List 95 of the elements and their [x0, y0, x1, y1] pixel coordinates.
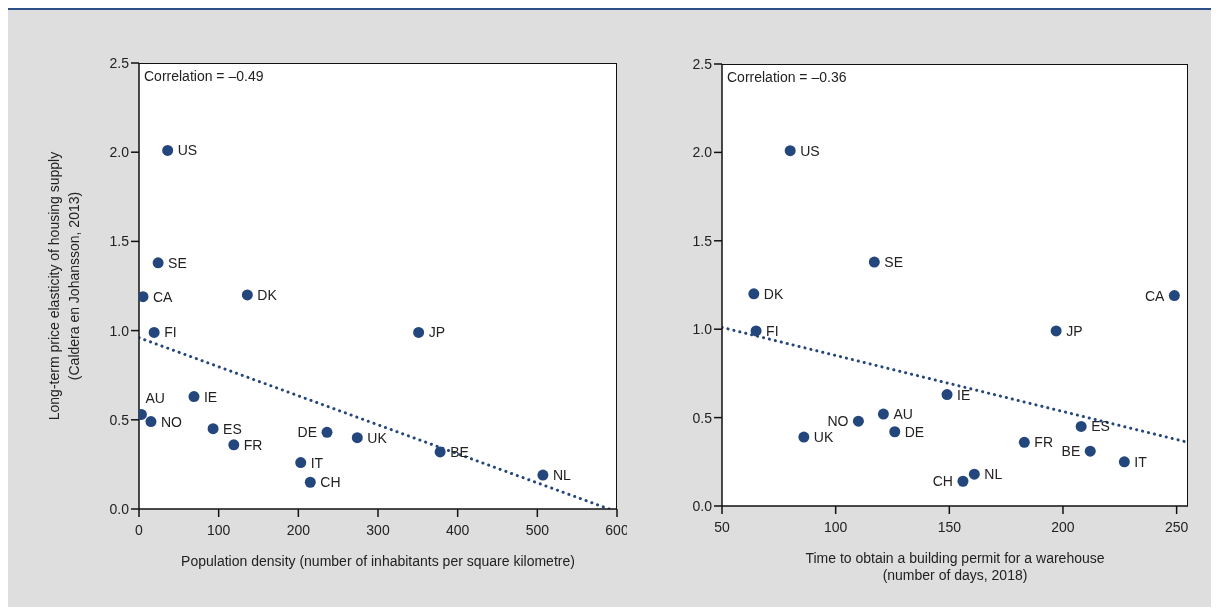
point: [1050, 325, 1062, 337]
point: [152, 257, 164, 269]
annotation: BE: [1061, 443, 1081, 460]
point: [1075, 420, 1087, 432]
point: [968, 468, 980, 480]
point: [868, 256, 880, 268]
annotation: SE: [884, 254, 903, 271]
y-tick-label: 1.0: [109, 322, 130, 339]
point: [957, 475, 969, 487]
y-tick-label: 2.0: [692, 144, 713, 161]
annotation: UK: [813, 429, 834, 446]
annotation: CH: [320, 474, 341, 491]
point: [1018, 436, 1030, 448]
annotation: FR: [243, 436, 263, 453]
y-tick-label: 2.5: [692, 55, 713, 72]
x-tick-label: 100: [206, 521, 231, 538]
annotation: NL: [552, 467, 572, 484]
y-tick-label: 1.0: [692, 321, 713, 338]
y-axis-title: Long-term price elasticity of housing supply (Caldera en Johansson, 2013): [46, 151, 82, 421]
annotation: ES: [223, 420, 242, 437]
point: [434, 446, 446, 458]
y-tick-label: 0.5: [109, 411, 130, 428]
annotation: IE: [957, 386, 971, 403]
point: [784, 145, 796, 157]
annotation: AU: [145, 390, 165, 407]
x-tick-label: 100: [823, 518, 848, 535]
annotation: CA: [1144, 287, 1166, 304]
annotation: AU: [893, 406, 913, 423]
annotation: BE: [450, 443, 469, 460]
annotation: DE: [904, 423, 925, 440]
annotation: DE: [297, 424, 318, 441]
x-tick-label: 400: [445, 521, 470, 538]
y-tick-label: 0.0: [692, 497, 713, 514]
point: [145, 416, 157, 428]
annotation: US: [800, 142, 820, 159]
point: [207, 423, 219, 435]
annotation: US: [177, 142, 198, 159]
annotation: NO: [827, 413, 849, 430]
point: [1084, 445, 1096, 457]
point: [748, 288, 760, 300]
point: [148, 326, 160, 338]
point: [750, 325, 762, 337]
point: [351, 432, 363, 444]
y-tick-label: 0.5: [692, 409, 713, 426]
x-tick-label: 200: [286, 521, 311, 538]
annotation: FI: [766, 322, 779, 339]
annotation: IT: [1134, 453, 1148, 470]
point: [798, 431, 810, 443]
point: [1118, 456, 1130, 468]
annotation: ES: [1091, 418, 1110, 435]
point: [889, 426, 901, 438]
annotation: NL: [984, 466, 1003, 483]
point: [1168, 290, 1180, 302]
annotation: DK: [763, 285, 784, 302]
point: [139, 291, 149, 303]
annotation: DK: [257, 286, 278, 303]
point: [295, 457, 307, 469]
point: [877, 408, 889, 420]
y-tick-label: 0.0: [109, 500, 130, 517]
point: [304, 476, 316, 488]
point: [228, 439, 240, 451]
annotation: IE: [203, 388, 218, 405]
annotation: FR: [1034, 434, 1053, 451]
point: [162, 144, 174, 156]
point: [852, 415, 864, 427]
point: [941, 389, 953, 401]
point: [188, 391, 200, 403]
x-tick-label: 150: [937, 518, 962, 535]
x-axis-title: Time to obtain a building permit for a warehouse (number of days, 2018): [805, 550, 1105, 583]
point: [413, 326, 425, 338]
point: [321, 426, 333, 438]
annotation: CA: [152, 288, 174, 305]
annotation: Correlation = –0.49: [144, 68, 264, 84]
annotation: Correlation = –0.36: [727, 69, 847, 85]
annotation: JP: [428, 324, 445, 341]
x-tick-label: 50: [714, 518, 730, 535]
x-tick-label: 0: [135, 521, 144, 538]
x-axis-title: Population density (number of inhabitants per square kilometre): [181, 553, 575, 569]
y-tick-label: 1.5: [109, 233, 130, 250]
annotation: SE: [168, 254, 187, 271]
annotation: CH: [932, 473, 953, 490]
annotation: IT: [310, 454, 324, 471]
point: [241, 289, 253, 301]
x-tick-label: 250: [1164, 518, 1189, 535]
annotation: JP: [1066, 322, 1083, 339]
annotation: FI: [164, 324, 177, 341]
annotation: UK: [367, 429, 388, 446]
point: [537, 469, 549, 481]
y-tick-label: 2.5: [109, 54, 130, 71]
y-tick-label: 1.5: [692, 232, 713, 249]
x-tick-label: 300: [366, 521, 390, 538]
annotation: NO: [160, 413, 183, 430]
y-tick-label: 2.0: [109, 144, 130, 161]
x-tick-label: 500: [525, 521, 550, 538]
x-tick-label: 200: [1051, 518, 1075, 535]
